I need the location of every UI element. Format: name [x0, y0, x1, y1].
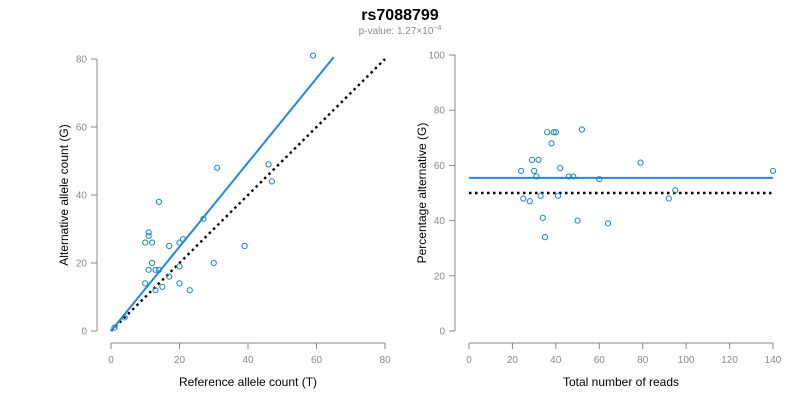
left-data-point [142, 280, 149, 287]
left-y-tick-label: 80 [76, 55, 88, 66]
left-data-point [176, 239, 183, 246]
right-data-point [552, 129, 559, 136]
right-x-tick-label: 120 [721, 355, 738, 366]
left-data-point [200, 215, 207, 222]
right-data-point [665, 195, 672, 202]
right-x-tick-label: 140 [765, 355, 782, 366]
right-y-tick-label: 60 [434, 161, 446, 172]
p-value-prefix: p-value: 1.27×10 [359, 26, 434, 37]
left-data-point [176, 280, 183, 287]
right-data-point [637, 159, 644, 166]
left-data-point [186, 287, 193, 294]
right-data-point [531, 167, 538, 175]
right-data-point [769, 167, 777, 175]
left-data-point [166, 273, 173, 280]
right-data-point [565, 173, 572, 180]
right-data-point [574, 217, 581, 224]
left-data-point [149, 259, 156, 267]
left-data-point [142, 239, 149, 246]
right-data-point [520, 195, 527, 202]
p-value-label: p-value: 1.27×10−4 [359, 25, 442, 37]
right-y-tick-label: 100 [428, 51, 445, 62]
left-x-axis-label: Reference allele count (T) [179, 375, 317, 389]
percentage-alternative-scatter-panel: 0 20 40 60 80 100 120 140 0 20 40 60 80 100 Total numb… [415, 51, 782, 390]
left-fit-line [110, 56, 335, 332]
right-data-point [596, 176, 603, 183]
left-data-point [214, 164, 221, 171]
right-data-point [570, 173, 577, 180]
right-data-point [541, 234, 549, 241]
left-data-point [176, 263, 183, 270]
chart-title: rs7088799 [361, 7, 439, 24]
left-data-point [210, 259, 217, 267]
right-data-point [550, 129, 557, 136]
left-data-point [152, 287, 159, 294]
left-data-point [149, 239, 156, 246]
left-x-tick-label: 60 [311, 355, 323, 366]
left-data-point [265, 161, 272, 168]
right-data-point [533, 173, 540, 180]
left-data-point [111, 324, 118, 331]
left-data-point [145, 229, 152, 236]
left-data-point [309, 52, 317, 59]
left-x-tick-label: 0 [108, 355, 114, 366]
p-value-exponent: −4 [433, 25, 441, 32]
right-y-tick-label: 40 [434, 216, 446, 227]
right-x-tick-label: 60 [594, 355, 606, 366]
allele-count-scatter-panel: 0 20 40 60 80 0 20 40 60 80 Reference allele count… [57, 52, 391, 389]
right-data-point [535, 156, 542, 163]
right-data-point [554, 192, 562, 199]
left-data-point [145, 266, 152, 273]
right-data-point [526, 198, 533, 205]
right-data-point [544, 129, 551, 136]
right-data-point [557, 165, 564, 172]
left-x-tick-label: 40 [242, 355, 254, 366]
right-data-point [537, 192, 544, 199]
left-x-tick-label: 20 [174, 355, 186, 366]
right-data-point [548, 140, 555, 147]
right-y-tick-label: 0 [439, 327, 445, 338]
left-data-point [268, 178, 276, 185]
right-x-axis-label: Total number of reads [563, 375, 679, 389]
left-data-point [159, 283, 166, 290]
left-y-tick-label: 0 [81, 327, 87, 338]
left-y-tick-label: 20 [76, 259, 88, 270]
left-data-point [155, 266, 163, 273]
right-data-point [604, 220, 612, 227]
right-data-point [518, 167, 525, 175]
left-y-tick-label: 40 [76, 191, 88, 202]
right-data-point [539, 214, 546, 221]
right-x-tick-label: 100 [678, 355, 695, 366]
right-y-tick-label: 20 [434, 271, 446, 282]
left-data-point [166, 242, 173, 250]
left-data-point [121, 314, 128, 321]
left-data-point [152, 266, 159, 273]
left-data-point [145, 232, 152, 239]
left-data-point [179, 236, 187, 243]
left-y-axis-label: Alternative allele count (G) [57, 124, 71, 265]
left-y-tick-label: 60 [76, 123, 88, 134]
right-data-point [578, 126, 586, 133]
right-data-point [672, 187, 679, 194]
right-x-tick-label: 20 [507, 355, 519, 366]
right-data-point [528, 156, 536, 163]
right-y-axis-label: Percentage alternative (G) [415, 123, 429, 264]
left-data-point [155, 198, 163, 205]
left-x-tick-label: 80 [379, 355, 391, 366]
right-x-tick-label: 80 [637, 355, 649, 366]
left-reference-line [110, 58, 386, 332]
right-y-tick-label: 80 [434, 106, 446, 117]
right-x-tick-label: 0 [466, 355, 472, 366]
right-x-tick-label: 40 [550, 355, 562, 366]
left-data-point [241, 242, 248, 250]
